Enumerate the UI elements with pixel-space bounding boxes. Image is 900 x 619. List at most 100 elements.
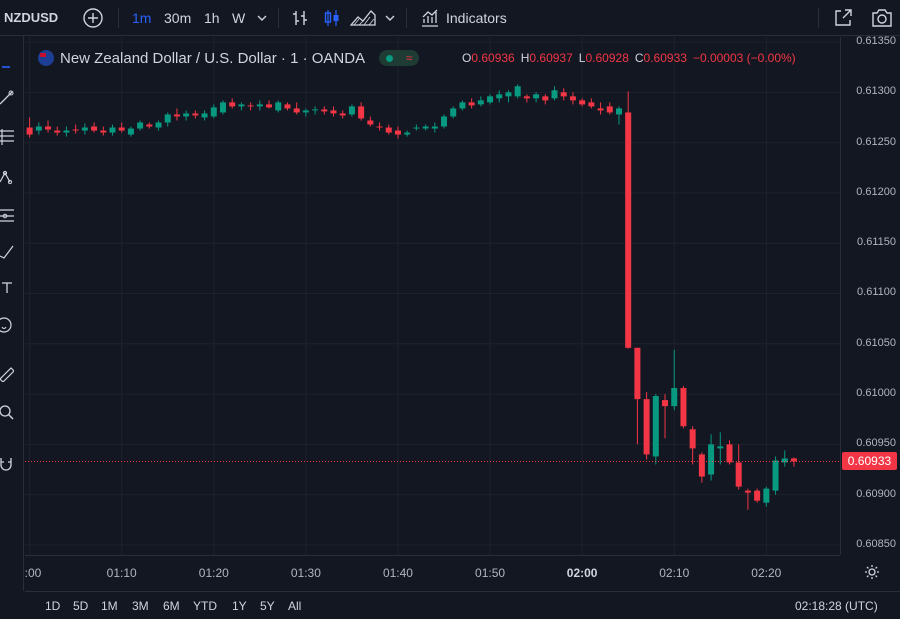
candle[interactable] [735,444,742,490]
brush-icon[interactable] [0,242,14,260]
candle[interactable] [63,126,70,137]
time-scale[interactable]: :00 01:10 01:20 01:30 01:40 01:50 02:00 02:10 02… [25,555,840,591]
candle[interactable] [477,96,484,107]
candle[interactable] [404,130,411,137]
candle[interactable] [137,120,144,131]
fib-retracement-icon[interactable] [0,128,14,146]
candle[interactable] [505,90,512,103]
candle[interactable] [118,122,125,133]
range-3m[interactable]: 3M [132,599,149,613]
candle[interactable] [91,122,98,133]
candle[interactable] [275,100,282,113]
candle[interactable] [533,92,540,103]
range-5d[interactable]: 5D [73,599,89,613]
candle[interactable] [219,100,226,115]
candle[interactable] [72,124,79,134]
candle[interactable] [229,98,236,109]
range-all[interactable]: All [288,599,302,613]
indicators-button[interactable]: Indicators [420,0,507,35]
candle[interactable] [358,102,365,121]
candle[interactable] [35,122,42,135]
candle[interactable] [348,104,355,117]
range-6m[interactable]: 6M [163,599,180,613]
candle[interactable] [312,106,319,115]
candle[interactable] [109,124,116,136]
candles-style-button[interactable] [322,0,342,35]
range-1y[interactable]: 1Y [232,599,247,613]
candle[interactable] [772,456,779,495]
utc-clock[interactable]: 02:18:28 (UTC) [795,599,878,613]
candle[interactable] [698,452,705,483]
candle[interactable] [431,122,438,133]
candle[interactable] [468,98,475,109]
candle[interactable] [790,457,797,467]
prediction-icon[interactable] [0,206,14,224]
candle[interactable] [514,84,521,99]
price-scale[interactable]: 0.61350 0.61300 0.61250 0.61200 0.61150 0.611… [840,35,900,555]
candle[interactable] [146,122,153,129]
candle[interactable] [708,434,715,481]
compare-symbol-button[interactable] [82,0,104,35]
timeframe-1m[interactable]: 1m [132,9,152,26]
timeframe-1h[interactable]: 1h [204,9,220,26]
candle[interactable] [385,124,392,135]
candle[interactable] [551,86,558,101]
candle[interactable] [330,106,337,117]
candle[interactable] [339,110,346,119]
candle[interactable] [680,386,687,429]
candle[interactable] [173,108,180,121]
scale-settings-button[interactable] [863,563,881,586]
magnet-icon[interactable] [0,454,14,472]
candle[interactable] [763,486,770,507]
candle[interactable] [643,392,650,460]
candle[interactable] [367,116,374,127]
candle[interactable] [81,123,88,135]
candle[interactable] [496,90,503,103]
candle[interactable] [542,94,549,105]
candle[interactable] [569,92,576,105]
cursor-icon[interactable] [0,58,14,76]
timeframe-w[interactable]: W [232,9,246,26]
candle[interactable] [266,100,273,109]
candle[interactable] [744,488,751,510]
candle[interactable] [671,349,678,411]
fullscreen-button[interactable] [832,0,854,35]
candle[interactable] [717,432,724,465]
candle[interactable] [284,102,291,111]
candle[interactable] [441,114,448,129]
candle[interactable] [588,98,595,109]
candle[interactable] [394,126,401,139]
candle[interactable] [54,126,61,136]
candle[interactable] [450,106,457,119]
chart-style-dropdown[interactable] [384,0,396,35]
candle[interactable] [487,94,494,105]
text-tool-icon[interactable] [0,280,14,298]
candle[interactable] [293,102,300,115]
candle[interactable] [625,91,632,349]
candle[interactable] [247,102,254,111]
candle[interactable] [45,120,52,133]
candle[interactable] [523,94,530,103]
candle[interactable] [459,100,466,111]
candle[interactable] [302,108,309,117]
candle[interactable] [615,106,622,125]
candle[interactable] [376,122,383,131]
candle[interactable] [155,120,162,131]
timeframe-dropdown[interactable] [256,0,268,35]
candle[interactable] [634,347,641,445]
candle[interactable] [754,488,761,503]
candle[interactable] [26,117,33,138]
candle[interactable] [100,126,107,136]
market-status-badge[interactable]: ≈ [379,50,420,66]
candle[interactable] [781,450,788,467]
candle[interactable] [192,110,199,119]
candlestick-chart[interactable] [25,37,840,555]
range-1d[interactable]: 1D [45,599,61,613]
symbol-search-button[interactable]: NZDUSD [4,10,59,25]
range-1m[interactable]: 1M [101,599,118,613]
candle[interactable] [689,426,696,465]
zoom-icon[interactable] [0,404,14,422]
candle[interactable] [726,440,733,465]
candle[interactable] [413,124,420,131]
trend-line-icon[interactable] [0,88,14,106]
